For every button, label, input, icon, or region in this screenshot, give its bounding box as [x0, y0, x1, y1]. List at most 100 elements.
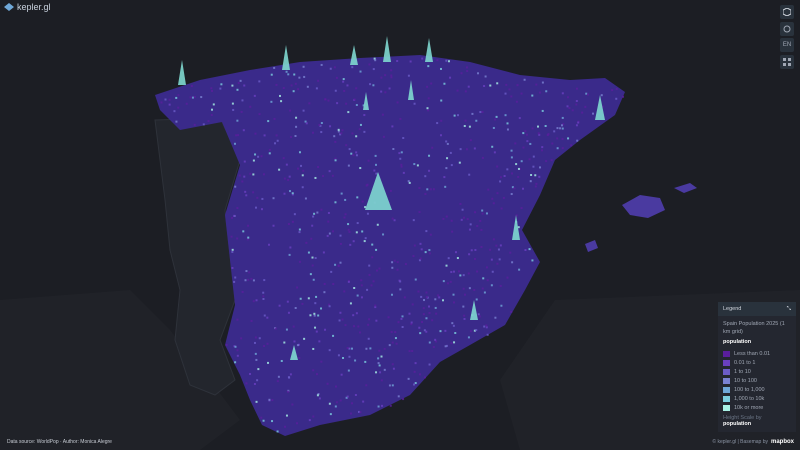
cell — [337, 354, 340, 357]
cell — [424, 193, 427, 196]
cell — [267, 120, 270, 123]
legend-swatch — [723, 404, 730, 411]
cell — [397, 395, 400, 398]
cell — [447, 60, 450, 63]
cell — [483, 325, 486, 328]
cell — [333, 135, 336, 138]
cell — [335, 401, 338, 404]
cell — [539, 166, 542, 169]
collapse-icon[interactable]: ⤡ — [786, 305, 791, 312]
cell — [442, 217, 445, 220]
cell — [324, 98, 327, 101]
language-button[interactable]: EN — [780, 38, 794, 52]
cell — [427, 97, 430, 100]
cell — [378, 364, 381, 367]
cell — [326, 382, 329, 385]
cell — [347, 164, 350, 167]
cell — [328, 170, 331, 173]
cell — [233, 142, 236, 145]
mapbox-logo[interactable]: mapbox — [770, 439, 794, 445]
cell — [454, 332, 457, 335]
cell — [452, 324, 455, 327]
cell — [337, 130, 340, 133]
legend-toggle[interactable] — [780, 55, 794, 69]
cell — [286, 300, 289, 303]
draw-tool[interactable] — [780, 22, 794, 36]
cell — [442, 280, 445, 283]
cell — [253, 341, 256, 344]
cell — [575, 99, 578, 102]
cell — [407, 74, 410, 77]
cell — [315, 295, 318, 298]
cell — [240, 337, 243, 340]
cell — [369, 83, 372, 86]
cell — [568, 107, 571, 110]
cell — [173, 110, 176, 113]
cell — [485, 212, 488, 215]
cell — [351, 132, 354, 135]
cell — [470, 249, 473, 252]
cell — [334, 263, 337, 266]
cell — [506, 122, 509, 125]
cell — [556, 147, 559, 150]
cell — [391, 125, 394, 128]
cell — [524, 130, 527, 133]
cell — [566, 105, 569, 108]
cell — [236, 349, 239, 352]
legend-label: 100 to 1,000 — [734, 386, 765, 393]
cell — [240, 110, 243, 113]
legend-swatch — [723, 395, 730, 402]
cell — [474, 248, 477, 251]
cell — [212, 103, 215, 106]
cell — [243, 160, 246, 163]
cell — [355, 104, 358, 107]
cell — [460, 218, 463, 221]
cell — [293, 213, 296, 216]
cell — [314, 257, 317, 260]
cell — [587, 93, 590, 96]
cell — [263, 134, 266, 137]
cell — [478, 315, 481, 318]
cell — [258, 113, 261, 116]
cell — [236, 318, 239, 321]
cell — [425, 330, 428, 333]
cell — [332, 283, 335, 286]
cell — [428, 341, 431, 344]
cell — [358, 128, 361, 131]
cell — [493, 151, 496, 154]
cell — [311, 224, 314, 227]
cell — [419, 332, 422, 335]
cell — [298, 151, 301, 154]
cell — [427, 109, 430, 112]
cell — [447, 257, 450, 260]
cell — [526, 140, 529, 143]
logo[interactable]: kepler.gl — [4, 2, 51, 12]
cell — [342, 356, 345, 359]
cell — [410, 321, 413, 324]
cell — [284, 425, 287, 428]
cell — [492, 126, 495, 129]
cell — [531, 127, 534, 130]
cell — [302, 65, 305, 68]
cell — [453, 341, 456, 344]
cell — [503, 175, 506, 178]
3d-toggle[interactable] — [780, 5, 794, 19]
color-field[interactable]: population — [723, 339, 752, 345]
cell — [481, 156, 484, 159]
cell — [320, 131, 323, 134]
cell — [473, 147, 476, 150]
cell — [522, 132, 525, 135]
cell — [236, 119, 239, 122]
cell — [480, 245, 483, 248]
cell — [480, 228, 483, 231]
cell — [576, 139, 579, 142]
cell — [453, 114, 456, 117]
cell — [416, 164, 419, 167]
cell — [340, 373, 343, 376]
cell — [341, 129, 344, 132]
cell — [611, 89, 614, 92]
cell — [559, 127, 562, 130]
cell — [495, 115, 498, 118]
cell — [499, 176, 502, 179]
